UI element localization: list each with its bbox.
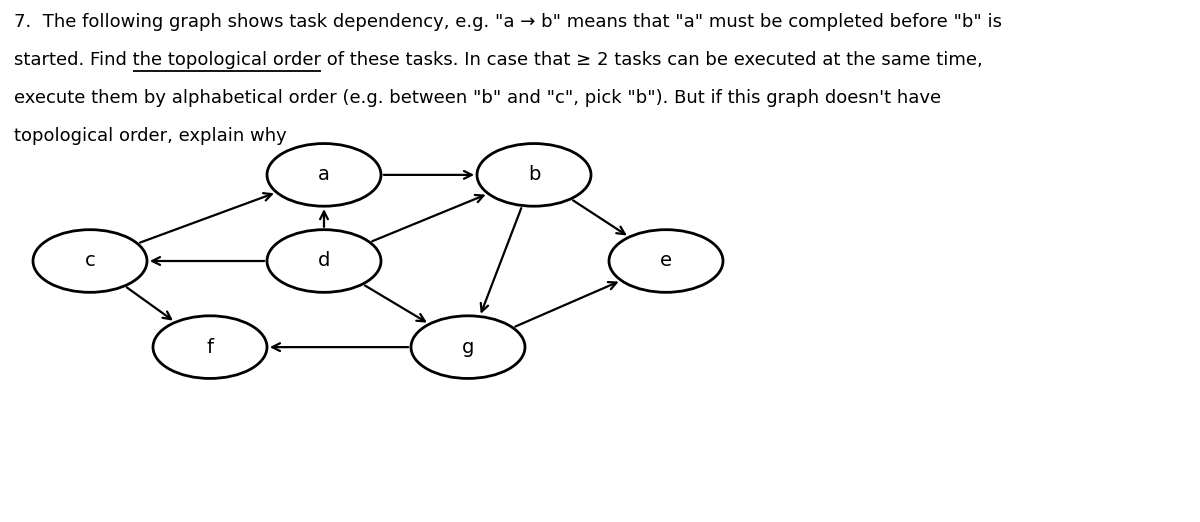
Text: b: b — [528, 165, 540, 184]
Ellipse shape — [34, 230, 148, 292]
Text: started. Find the topological order of these tasks. In case that ≥ 2 tasks can b: started. Find the topological order of t… — [14, 51, 983, 69]
Text: d: d — [318, 252, 330, 270]
Text: execute them by alphabetical order (e.g. between "b" and "c", pick "b"). But if : execute them by alphabetical order (e.g.… — [14, 89, 942, 107]
Ellipse shape — [266, 144, 382, 206]
Text: c: c — [85, 252, 95, 270]
Ellipse shape — [610, 230, 724, 292]
Ellipse shape — [266, 230, 382, 292]
Text: topological order, explain why: topological order, explain why — [14, 127, 287, 145]
Text: e: e — [660, 252, 672, 270]
Text: a: a — [318, 165, 330, 184]
Ellipse shape — [154, 316, 266, 378]
Text: g: g — [462, 338, 474, 357]
Text: 7.  The following graph shows task dependency, e.g. "a → b" means that "a" must : 7. The following graph shows task depend… — [14, 13, 1002, 31]
Ellipse shape — [410, 316, 526, 378]
Ellipse shape — [478, 144, 592, 206]
Text: f: f — [206, 338, 214, 357]
